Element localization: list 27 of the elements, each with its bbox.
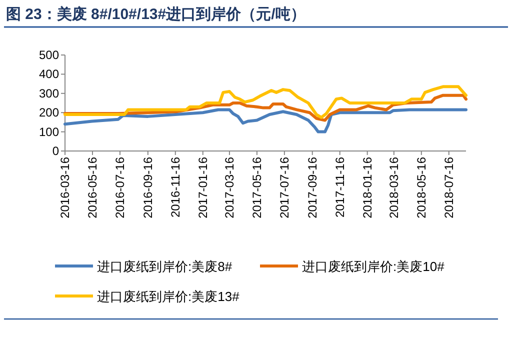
x-tick-label: 2016-03-16 [58,156,72,218]
y-tick-label: 300 [38,86,60,100]
x-tick-label: 2018-03-16 [386,156,401,218]
x-tick-label: 2016-07-16 [112,156,127,218]
y-tick-label: 200 [38,106,60,120]
x-tick-label: 2016-11-16 [168,156,182,218]
y-tick-label: 500 [38,48,60,62]
x-tick-label: 2017-07-16 [277,156,292,218]
x-tick-label: 2016-05-16 [85,156,100,218]
x-tick-label: 2017-03-16 [222,156,236,218]
x-tick-label: 2018-05-16 [414,156,428,218]
chart-title: 图 23：美废 8#/10#/13#进口到岸价（元/吨） [6,5,306,23]
x-tick-label: 2017-09-16 [305,156,320,218]
y-tick-label: 100 [38,124,60,139]
x-tick-label: 2017-01-16 [196,156,210,218]
legend-label: 进口废纸到岸价:美废10# [302,259,446,274]
line-series [64,85,468,119]
legend-label: 进口废纸到岸价:美废8# [97,259,233,274]
x-tick-label: 2017-11-16 [332,156,347,218]
x-tick-label: 2017-05-16 [250,156,264,218]
x-tick-label: 2018-01-16 [360,156,374,218]
line-series [64,108,468,134]
y-tick-label: 400 [38,67,60,82]
x-tick-label: 2016-09-16 [140,156,155,218]
legend-label: 进口废纸到岸价:美废13# [97,289,240,304]
y-tick-label: 0 [52,144,60,158]
x-tick-label: 2018-07-16 [442,156,456,218]
